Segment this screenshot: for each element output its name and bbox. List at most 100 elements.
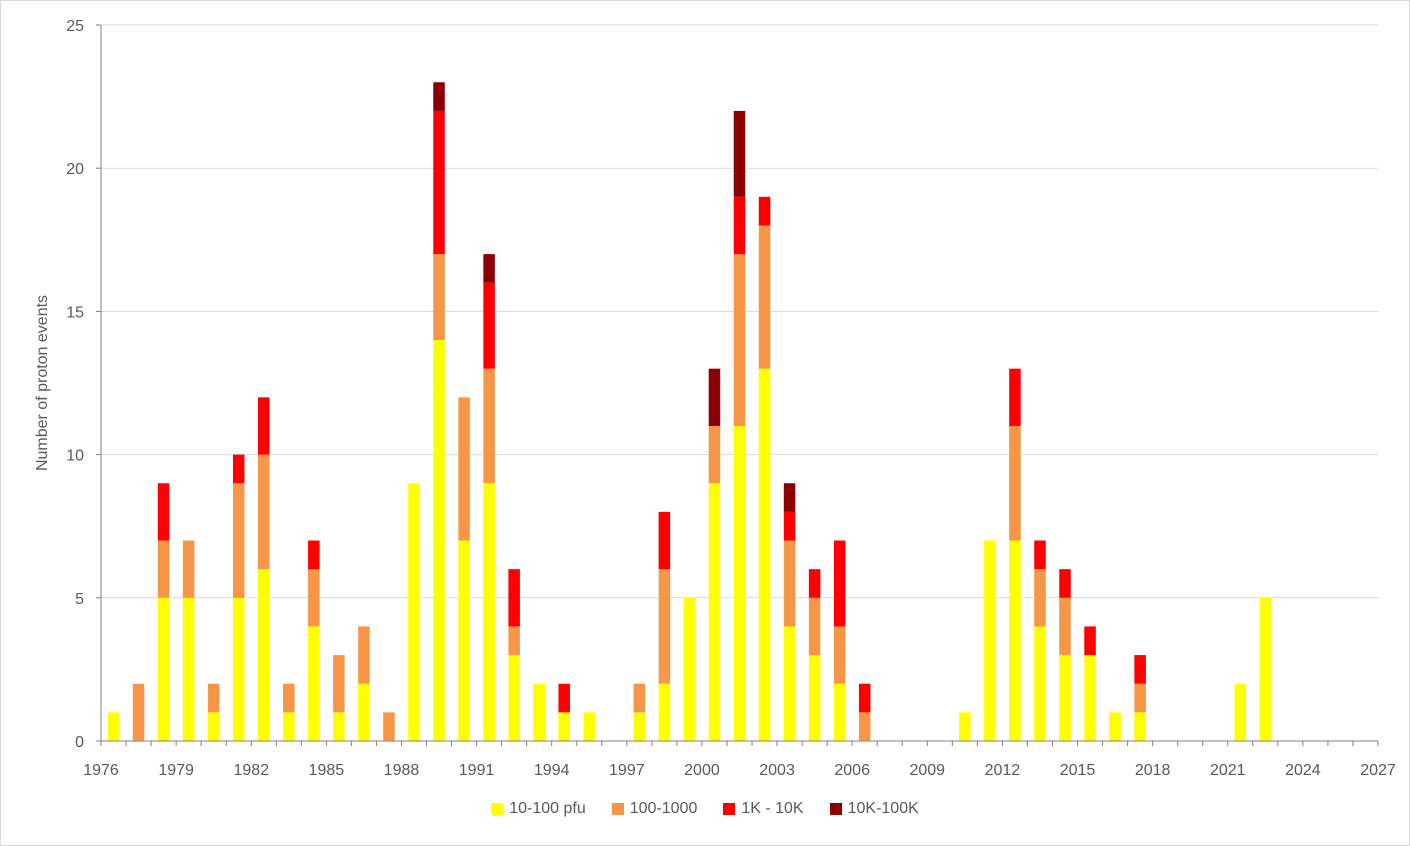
bar-1985-series-1 <box>333 655 345 713</box>
bar-1986-series-1 <box>358 626 370 684</box>
bar-2005-series-0 <box>833 683 846 741</box>
bar-2006-series-2 <box>858 683 871 713</box>
bar-1991-series-2 <box>483 282 495 369</box>
x-tick-label: 1976 <box>83 762 119 779</box>
bar-2001-series-1 <box>733 254 746 426</box>
bar-1985-series-0 <box>333 712 345 741</box>
bar-1989-series-3 <box>433 82 445 111</box>
bar-1998-series-0 <box>658 683 671 741</box>
bar-2003-series-2 <box>783 511 796 541</box>
bar-1978-series-0 <box>157 597 170 741</box>
bar-1991-series-3 <box>483 254 495 283</box>
x-tick-label: 1994 <box>534 762 570 779</box>
y-tick-label: 10 <box>66 448 84 465</box>
bar-2004-series-2 <box>808 569 821 598</box>
x-tick-label: 1985 <box>309 762 345 779</box>
bar-1999-series-0 <box>683 597 696 741</box>
legend-item: 10-100 pfu <box>491 800 586 818</box>
bar-1992-series-2 <box>508 569 520 627</box>
x-tick-label: 2027 <box>1360 762 1396 779</box>
bar-1994-series-0 <box>558 712 570 741</box>
bar-1982-series-2 <box>257 397 270 455</box>
bar-1984-series-2 <box>308 540 320 570</box>
bar-2021-series-0 <box>1234 683 1247 741</box>
legend-label: 100-1000 <box>629 800 698 817</box>
bar-1978-series-2 <box>157 483 170 541</box>
bar-1990-series-0 <box>458 540 470 741</box>
bar-2001-series-3 <box>733 110 746 197</box>
bar-2002-series-0 <box>758 368 771 741</box>
bar-2003-series-3 <box>783 483 796 512</box>
bar-2012-series-1 <box>1009 425 1021 541</box>
bar-2017-series-1 <box>1134 683 1146 713</box>
bar-2013-series-2 <box>1034 540 1046 570</box>
legend-swatch <box>829 803 842 815</box>
bar-1992-series-0 <box>508 655 520 741</box>
x-tick-label: 2012 <box>985 762 1021 779</box>
bar-2017-series-2 <box>1134 655 1146 684</box>
bar-2010-series-0 <box>959 712 971 741</box>
bar-1977-series-1 <box>132 683 145 741</box>
x-tick-labels: 1976 1979 1982 1985 1988 1991 1994 1997 2000 2003… <box>83 762 1396 779</box>
bar-1981-series-0 <box>232 597 245 741</box>
bar-1982-series-0 <box>257 569 270 741</box>
bar-1998-series-1 <box>658 569 671 684</box>
bar-2017-series-0 <box>1134 712 1146 741</box>
bar-1979-series-0 <box>182 597 195 741</box>
bar-2004-series-1 <box>808 597 821 656</box>
bar-2005-series-2 <box>833 540 846 627</box>
bar-1989-series-1 <box>433 254 445 341</box>
legend-swatch <box>723 803 736 815</box>
bar-1976-series-0 <box>107 712 120 741</box>
bar-2006-series-1 <box>858 712 871 741</box>
bar-1990-series-1 <box>458 397 470 541</box>
bar-2000-series-1 <box>708 425 721 484</box>
legend-item: 1K - 10K <box>723 800 804 818</box>
y-axis-title: Number of proton events <box>34 295 51 471</box>
bar-1991-series-1 <box>483 368 495 484</box>
x-tick-label: 2018 <box>1135 762 1171 779</box>
legend-label: 10K-100K <box>847 800 919 817</box>
x-tick-label: 2024 <box>1285 762 1321 779</box>
x-tick-label: 2015 <box>1060 762 1096 779</box>
bar-2013-series-1 <box>1034 569 1046 627</box>
bar-2011-series-0 <box>984 540 996 741</box>
y-tick-label: 5 <box>75 591 84 608</box>
bar-2016-series-0 <box>1109 712 1121 741</box>
bar-2000-series-3 <box>708 368 721 426</box>
x-tick-label: 1988 <box>384 762 420 779</box>
x-tick-label: 2003 <box>759 762 795 779</box>
bar-2000-series-0 <box>708 483 721 741</box>
bar-2003-series-0 <box>783 626 796 741</box>
bar-2012-series-2 <box>1009 368 1021 426</box>
x-tick-label: 2021 <box>1210 762 1246 779</box>
legend-swatch <box>611 803 624 815</box>
bar-1978-series-1 <box>157 540 170 598</box>
bar-1998-series-2 <box>658 511 671 570</box>
bar-1980-series-1 <box>207 683 220 713</box>
bar-1989-series-0 <box>433 340 445 741</box>
bar-2015-series-0 <box>1084 655 1096 741</box>
bar-2001-series-0 <box>733 425 746 741</box>
bar-2002-series-1 <box>758 225 771 369</box>
x-tick-label: 1991 <box>459 762 495 779</box>
bar-1991-series-0 <box>483 483 495 741</box>
y-tick-label: 15 <box>66 304 84 321</box>
bar-2012-series-0 <box>1009 540 1021 741</box>
bar-1984-series-1 <box>308 569 320 627</box>
legend-label: 10-100 pfu <box>509 800 586 817</box>
x-tick-label: 1979 <box>158 762 194 779</box>
bar-1981-series-2 <box>232 454 245 484</box>
bar-1993-series-0 <box>533 683 545 741</box>
bar-2014-series-2 <box>1059 569 1071 598</box>
bar-1979-series-1 <box>182 540 195 598</box>
y-tick-label: 25 <box>66 18 84 35</box>
bar-1980-series-0 <box>207 712 220 741</box>
y-tick-labels: 0 5 10 15 20 25 <box>66 18 84 751</box>
axes <box>96 24 1379 746</box>
y-tick-label: 0 <box>75 734 84 751</box>
bar-1994-series-2 <box>558 683 570 713</box>
bar-1983-series-1 <box>283 683 295 713</box>
bars <box>107 82 1272 741</box>
